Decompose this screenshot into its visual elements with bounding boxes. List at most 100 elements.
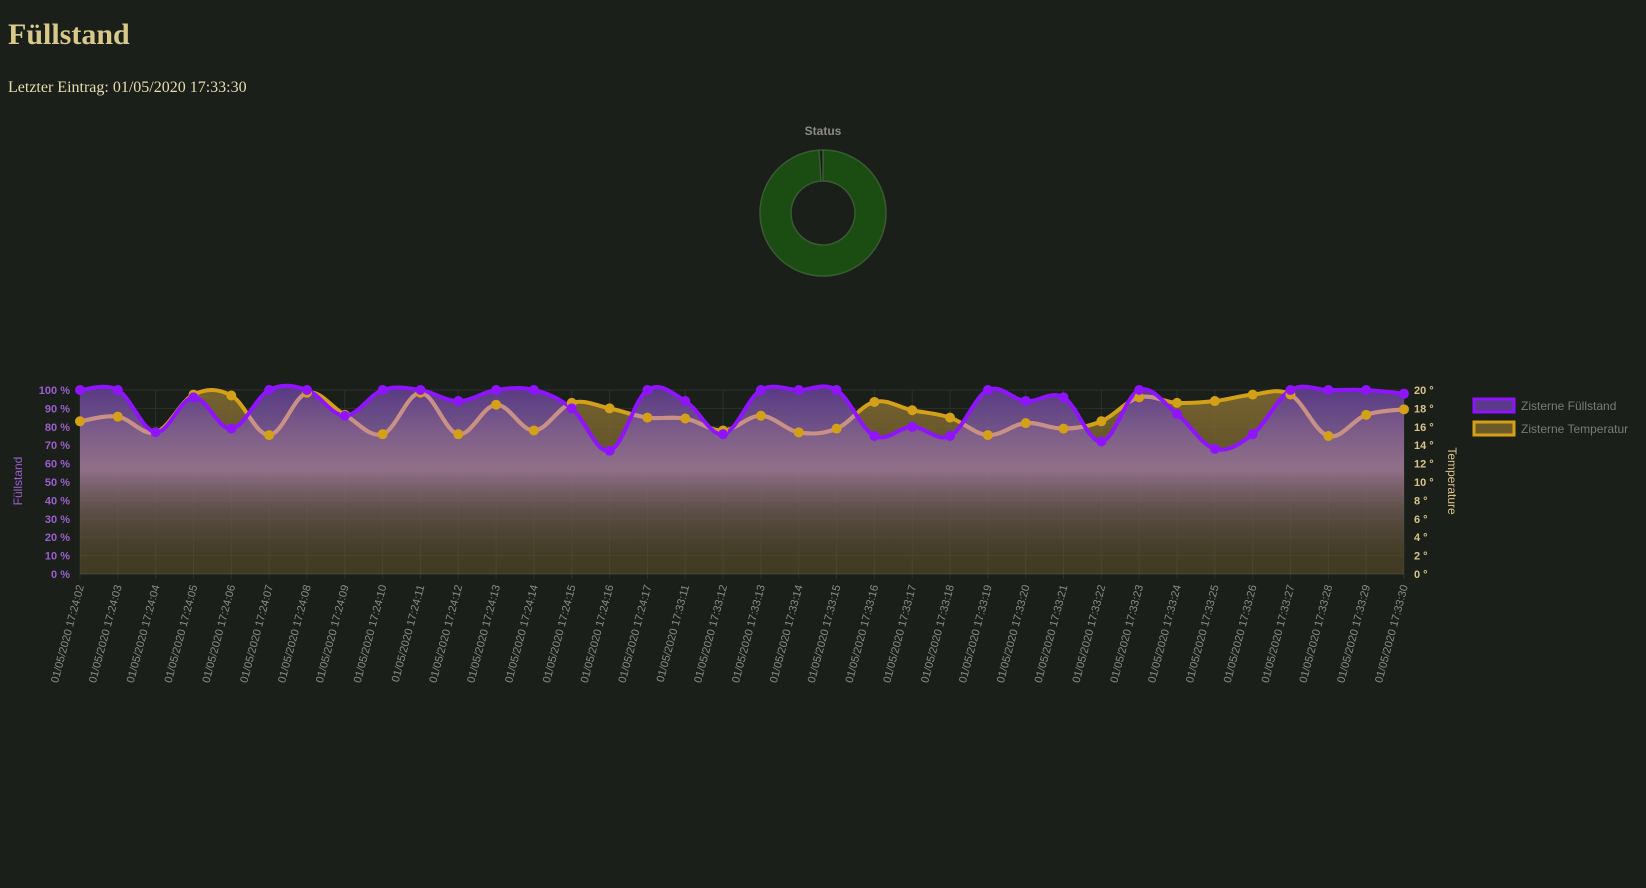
status-slice-fehler[interactable] — [818, 149, 824, 182]
x-tick-label: 01/05/2020 17:33:23 — [1108, 584, 1146, 685]
x-tick-label: 01/05/2020 17:24:04 — [125, 584, 163, 685]
legend-item-fill-level[interactable]: Zisterne Füllstand — [1472, 397, 1616, 414]
temperature-point[interactable] — [869, 396, 880, 407]
fill-level-point[interactable] — [869, 431, 880, 441]
temperature-point[interactable] — [793, 427, 804, 438]
fill-level-point[interactable] — [528, 385, 539, 395]
x-tick-label: 01/05/2020 17:24:14 — [503, 584, 541, 685]
fill-level-point[interactable] — [1096, 436, 1107, 447]
legend-swatch-fill-level — [1472, 397, 1516, 414]
y-left-tick-label: 10 % — [45, 551, 70, 563]
fill-level-point[interactable] — [642, 385, 653, 395]
last-entry-info: Letzter Eintrag: 01/05/2020 17:33:30 — [8, 79, 247, 97]
fill-level-point[interactable] — [907, 421, 918, 432]
fill-level-point[interactable] — [718, 429, 729, 440]
fill-level-point[interactable] — [264, 385, 275, 395]
temperature-point[interactable] — [1134, 392, 1145, 403]
temperature-point[interactable] — [1361, 409, 1372, 420]
x-tick-label: 01/05/2020 17:33:26 — [1222, 584, 1260, 685]
fill-level-point[interactable] — [1285, 385, 1296, 395]
fill-level-point[interactable] — [566, 403, 577, 414]
temperature-point[interactable] — [226, 390, 237, 401]
fill-level-point[interactable] — [793, 385, 804, 395]
fill-level-point[interactable] — [75, 385, 85, 395]
temperature-point[interactable] — [112, 411, 123, 422]
temperature-point[interactable] — [755, 410, 766, 421]
y-right-tick-label: 10 ° — [1414, 477, 1434, 489]
fill-level-point[interactable] — [415, 385, 426, 395]
fill-level-point[interactable] — [1247, 429, 1258, 440]
x-tick-label: 01/05/2020 17:33:20 — [995, 584, 1033, 685]
temperature-point[interactable] — [528, 425, 539, 436]
temperature-point[interactable] — [377, 429, 388, 440]
legend-item-temperature[interactable]: Zisterne Temperatur — [1472, 420, 1628, 437]
x-tick-label: 01/05/2020 17:33:12 — [692, 584, 730, 685]
x-tick-label: 01/05/2020 17:33:30 — [1373, 584, 1411, 685]
temperature-point[interactable] — [453, 429, 464, 440]
x-tick-label: 01/05/2020 17:33:27 — [1260, 584, 1298, 685]
y-right-tick-label: 20 ° — [1414, 385, 1434, 397]
fill-level-point[interactable] — [1172, 408, 1183, 419]
fill-level-point[interactable] — [301, 385, 312, 395]
y-right-axis-title: Temperature — [1445, 447, 1459, 515]
temperature-point[interactable] — [264, 430, 275, 441]
temperature-point[interactable] — [1399, 404, 1409, 415]
x-tick-label: 01/05/2020 17:33:16 — [844, 584, 882, 685]
temperature-point[interactable] — [1247, 389, 1258, 400]
x-tick-label: 01/05/2020 17:33:28 — [1298, 584, 1336, 685]
legend-swatch-temperature — [1472, 420, 1516, 437]
fill-level-point[interactable] — [945, 431, 956, 441]
x-tick-label: 01/05/2020 17:24:13 — [465, 584, 503, 685]
x-tick-label: 01/05/2020 17:24:12 — [427, 584, 465, 685]
fill-level-point[interactable] — [150, 427, 161, 438]
fill-level-point[interactable] — [1323, 385, 1334, 395]
temperature-point[interactable] — [604, 403, 615, 414]
temperature-point[interactable] — [1096, 416, 1107, 427]
temperature-point[interactable] — [945, 412, 956, 423]
temperature-point[interactable] — [1058, 423, 1069, 434]
legend-label-fill-level: Zisterne Füllstand — [1521, 399, 1616, 413]
y-right-tick-label: 4 ° — [1414, 532, 1428, 544]
y-left-tick-label: 40 % — [45, 495, 70, 507]
y-left-tick-label: 60 % — [45, 459, 70, 471]
temperature-point[interactable] — [1323, 431, 1334, 441]
temperature-point[interactable] — [1209, 396, 1220, 407]
fill-level-point[interactable] — [1209, 443, 1220, 454]
fill-level-point[interactable] — [604, 445, 615, 456]
temperature-point[interactable] — [907, 405, 918, 416]
fill-level-point[interactable] — [339, 410, 350, 421]
temperature-point[interactable] — [982, 430, 993, 441]
temperature-point[interactable] — [75, 416, 85, 427]
temperature-point[interactable] — [642, 412, 653, 423]
fill-level-point[interactable] — [680, 396, 691, 407]
fill-level-point[interactable] — [1058, 392, 1069, 403]
status-slice-ok[interactable] — [759, 149, 887, 277]
fill-level-point[interactable] — [112, 385, 123, 395]
fill-level-point[interactable] — [1361, 385, 1372, 395]
temperature-point[interactable] — [680, 413, 691, 424]
temperature-point[interactable] — [1172, 397, 1183, 408]
fill-level-point[interactable] — [1399, 388, 1409, 399]
fill-level-point[interactable] — [755, 385, 766, 395]
fill-level-point[interactable] — [1020, 396, 1031, 407]
x-tick-label: 01/05/2020 17:33:19 — [957, 584, 995, 685]
temperature-point[interactable] — [1020, 418, 1031, 429]
x-tick-label: 01/05/2020 17:24:17 — [617, 584, 655, 685]
x-tick-label: 01/05/2020 17:24:08 — [276, 584, 314, 685]
fill-level-point[interactable] — [377, 385, 388, 395]
x-tick-label: 01/05/2020 17:24:07 — [238, 584, 276, 685]
temperature-point[interactable] — [831, 423, 842, 434]
x-tick-label: 01/05/2020 17:33:13 — [730, 584, 768, 685]
y-right-tick-label: 14 ° — [1414, 440, 1434, 452]
temperature-point[interactable] — [491, 399, 502, 410]
x-tick-label: 01/05/2020 17:24:10 — [352, 584, 390, 685]
fill-level-point[interactable] — [491, 385, 502, 395]
fill-level-point[interactable] — [1134, 385, 1145, 395]
fill-level-point[interactable] — [982, 385, 993, 395]
x-tick-label: 01/05/2020 17:33:11 — [655, 584, 693, 684]
fill-level-point[interactable] — [226, 423, 237, 434]
fill-level-point[interactable] — [453, 396, 464, 407]
fill-level-point[interactable] — [831, 385, 842, 395]
x-tick-label: 01/05/2020 17:24:06 — [200, 584, 238, 685]
fill-level-point[interactable] — [188, 392, 199, 403]
